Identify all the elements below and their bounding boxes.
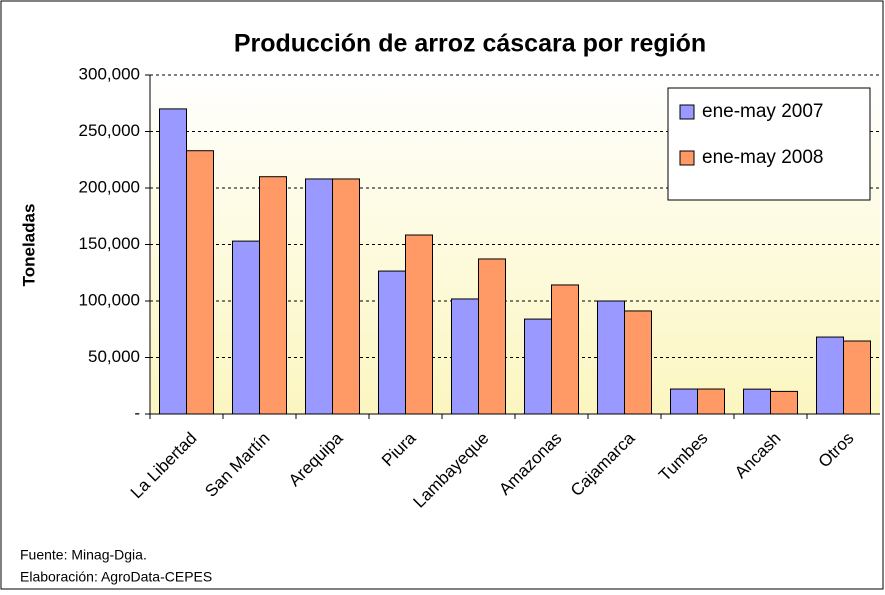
y-axis-label: Toneladas	[19, 204, 38, 287]
bar	[232, 240, 260, 415]
bar	[770, 390, 798, 415]
bar	[670, 388, 698, 415]
chart-title: Producción de arroz cáscara por región	[234, 30, 706, 58]
legend-swatch	[679, 150, 695, 166]
bar	[843, 340, 871, 415]
y-tick-label: 250,000	[79, 121, 140, 140]
y-tick-label: 200,000	[79, 177, 140, 196]
note: Elaboración: AgroData-CEPES	[20, 569, 212, 585]
bar	[551, 284, 579, 415]
y-tick-label: -	[134, 403, 140, 422]
note: Fuente: Minag-Dgia.	[20, 547, 147, 563]
bar	[597, 300, 625, 415]
bar	[186, 150, 214, 415]
legend-swatch	[679, 104, 695, 120]
legend	[667, 87, 871, 201]
bar	[451, 298, 479, 415]
legend-label: ene-may 2008	[702, 147, 823, 168]
bar	[816, 336, 844, 415]
bar	[332, 178, 360, 415]
bar	[378, 270, 406, 415]
bar	[405, 234, 433, 415]
legend-label: ene-may 2007	[702, 101, 823, 122]
y-tick-label: 50,000	[88, 347, 140, 366]
bar	[478, 258, 506, 415]
bar	[743, 388, 771, 415]
bar	[159, 108, 187, 415]
y-tick-label: 100,000	[79, 290, 140, 309]
bar	[524, 318, 552, 415]
y-tick-label: 300,000	[79, 64, 140, 83]
bar	[259, 176, 287, 415]
y-tick-label: 150,000	[79, 234, 140, 253]
bar	[624, 310, 652, 415]
bar	[697, 388, 725, 415]
bar	[305, 178, 333, 415]
